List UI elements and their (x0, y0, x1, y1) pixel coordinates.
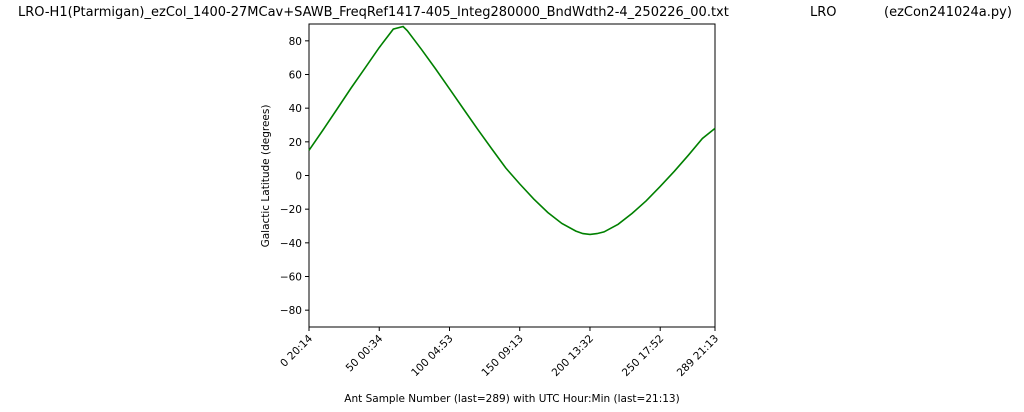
x-tick-label: 50 00:34 (344, 332, 386, 374)
y-tick-label: 80 (289, 36, 302, 48)
chart-program: (ezCon241024a.py) (884, 5, 1012, 20)
y-axis-label: Galactic Latitude (degrees) (260, 105, 272, 248)
y-tick-label: −40 (280, 238, 302, 250)
y-tick-label: −20 (280, 204, 302, 216)
y-tick-label: 20 (289, 137, 302, 149)
x-tick-label: 0 20:14 (278, 332, 315, 369)
x-axis: 0 20:14 50 00:34 100 04:53 150 09:13 200 13:… (278, 327, 721, 379)
chart-filename: LRO-H1(Ptarmigan)_ezCol_1400-27MCav+SAWB… (18, 5, 729, 20)
chart-site: LRO (810, 5, 837, 20)
x-axis-label: Ant Sample Number (last=289) with UTC Ho… (344, 393, 679, 405)
series-line (308, 25, 716, 236)
x-tick-label: 250 17:52 (620, 333, 666, 379)
y-tick-label: −60 (280, 272, 302, 284)
x-tick-label: 100 04:53 (409, 333, 455, 379)
y-tick-label: 60 (289, 70, 302, 82)
x-tick-label: 150 09:13 (479, 333, 525, 379)
y-axis: 80 60 40 20 0 −20 −40 −60 −80 (280, 36, 309, 317)
y-tick-label: −80 (280, 305, 302, 317)
x-tick-label: 200 13:32 (550, 333, 596, 379)
x-tick-label: 289 21:13 (675, 333, 721, 379)
y-tick-label: 0 (295, 171, 302, 183)
y-tick-label: 40 (289, 103, 302, 115)
